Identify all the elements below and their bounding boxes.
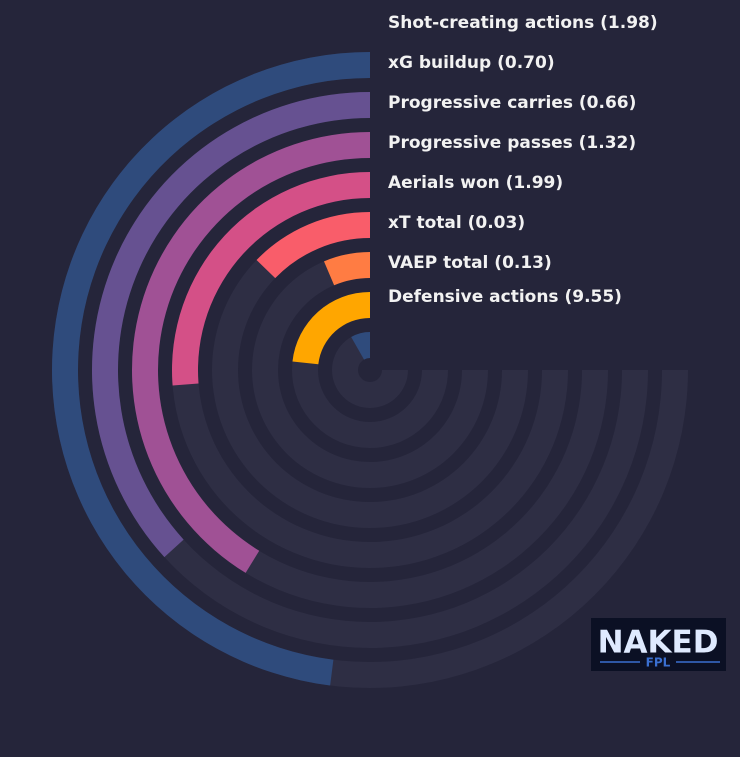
- ring-track: [332, 332, 408, 408]
- category-label: VAEP total (0.13): [388, 253, 552, 273]
- bar: [171, 172, 370, 386]
- logo: NAKED FPL: [591, 618, 726, 671]
- category-label: xT total (0.03): [388, 213, 525, 233]
- bar: [132, 132, 370, 573]
- category-label: Aerials won (1.99): [388, 173, 563, 193]
- category-label: Shot-creating actions (1.98): [388, 13, 658, 33]
- bar: [292, 292, 370, 365]
- category-label: Progressive carries (0.66): [388, 93, 636, 113]
- logo-subtitle: FPL: [646, 656, 671, 670]
- category-label: Progressive passes (1.32): [388, 133, 636, 153]
- bar: [256, 212, 370, 279]
- bar: [351, 332, 370, 360]
- bar: [92, 92, 370, 558]
- category-label: Defensive actions (9.55): [388, 287, 622, 307]
- logo-title: NAKED: [598, 625, 719, 661]
- category-label: xG buildup (0.70): [388, 53, 555, 73]
- bar: [323, 252, 370, 286]
